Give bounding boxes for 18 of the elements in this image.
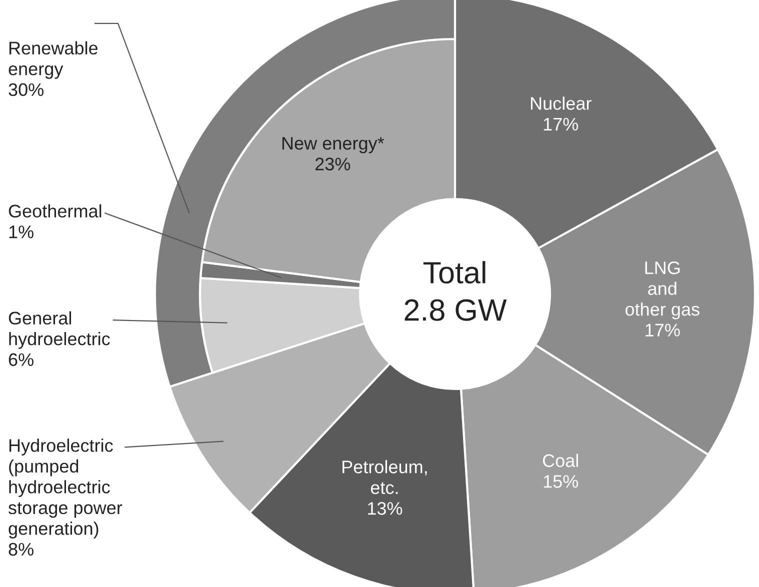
slice-label: LNG and other gas bbox=[626, 261, 700, 320]
data-label: 17% bbox=[544, 118, 578, 131]
data-label: 15% bbox=[544, 475, 578, 488]
data-label: 23% bbox=[316, 158, 350, 170]
data-label: 17% bbox=[646, 324, 680, 336]
data-label: 8% bbox=[8, 542, 34, 556]
data-label: 13% bbox=[368, 502, 402, 515]
slice-label: Nuclear bbox=[531, 96, 592, 110]
slice-label: Petroleum, etc. bbox=[342, 460, 427, 494]
slice-label: Geothermal bbox=[8, 204, 102, 218]
slice-label: Hydroelectric (pumped hydroelectric storage power generation) bbox=[8, 438, 122, 538]
slice-label: Coal bbox=[542, 454, 578, 468]
data-label: 6% bbox=[8, 353, 34, 366]
slice-label: General hydroelectric bbox=[8, 311, 110, 349]
slice-label: New energy* bbox=[282, 137, 384, 154]
text: Total 2.8 GW bbox=[404, 261, 507, 321]
data-label: 1% bbox=[9, 226, 34, 238]
text: Renewable energy 30% bbox=[8, 41, 98, 96]
